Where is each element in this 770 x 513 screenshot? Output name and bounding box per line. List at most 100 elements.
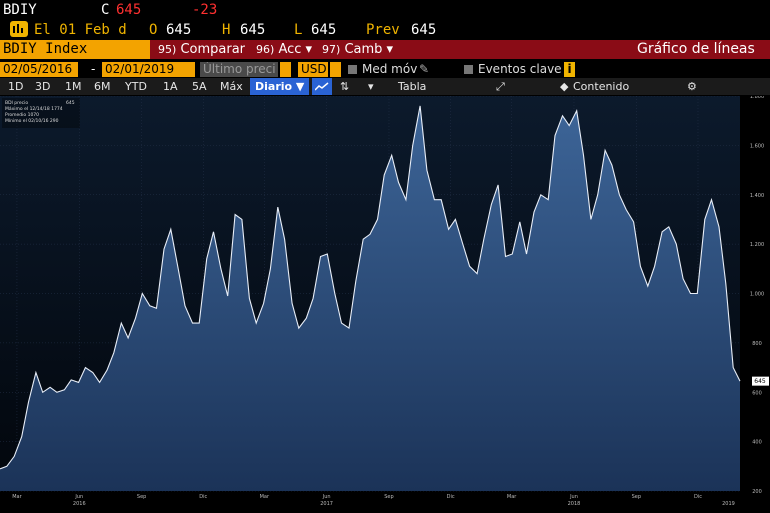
actions-label: Acc	[278, 42, 302, 57]
date-separator: -	[91, 62, 96, 76]
y-tick-label: 200	[752, 489, 762, 495]
legend-line-2: Máximo el 12/14/18 1774	[5, 105, 63, 112]
chart-type-title: Gráfico de líneas	[637, 41, 755, 57]
x-tick-label: Sep	[384, 494, 393, 500]
content-icon: ◆	[560, 80, 569, 93]
chevron-down-icon: ▾	[386, 42, 394, 57]
range-ytd[interactable]: YTD	[125, 80, 147, 93]
moving-average-label: Med móv	[362, 62, 418, 76]
key-events-checkbox[interactable]	[464, 65, 473, 74]
range-1m[interactable]: 1M	[65, 80, 82, 93]
last-price-tag: 645	[752, 376, 769, 386]
x-tick-label: Mar	[507, 494, 517, 500]
last-price-badge	[752, 376, 769, 386]
y-tick-label: 800	[752, 341, 762, 347]
currency-select[interactable]: USD	[298, 62, 328, 77]
legend-box	[2, 98, 80, 128]
legend-line-1: BDI precio	[5, 100, 28, 106]
chart-area: 1.800 1.600 1.400 1.200 1.000 800 600 400 200 Ma…	[0, 94, 770, 509]
x-year-label: 2017	[320, 501, 333, 507]
range-5a[interactable]: 5A	[192, 80, 207, 93]
y-axis: 1.800 1.600 1.400 1.200 1.000 800 600 400 200	[750, 94, 764, 495]
x-tick-label: Mar	[260, 494, 270, 500]
change-shortcut: 97)	[322, 43, 341, 56]
last-price-text: 645	[754, 378, 766, 385]
actions-shortcut: 96)	[256, 43, 275, 56]
y-tick-label: 1.600	[750, 143, 764, 149]
currency-dropdown-button[interactable]	[330, 62, 341, 77]
range-3d[interactable]: 3D	[35, 80, 51, 93]
low-label: L	[294, 22, 303, 38]
range-6m[interactable]: 6M	[94, 80, 111, 93]
ohlc-bar: El 01 Feb d O 645 H 645 L 645 Prev 645	[0, 21, 770, 40]
x-tick-label: Mar	[12, 494, 22, 500]
options-bar: 02/05/2016 - 02/01/2019 Último preci USD…	[0, 60, 770, 78]
price-line	[0, 105, 741, 470]
pencil-icon[interactable]: ✎	[419, 62, 430, 76]
compare-bars-icon[interactable]: ⇅	[340, 80, 350, 93]
start-date-input[interactable]: 02/05/2016	[0, 62, 78, 77]
line-chart-icon[interactable]	[312, 78, 332, 95]
x-axis: Mar Jun Sep Dic Mar Jun Sep Dic Mar Jun Sep Dic 2016…	[12, 494, 735, 507]
date-label: El 01 Feb d	[34, 22, 127, 38]
low-value: 645	[311, 22, 337, 38]
price-change: -23	[192, 2, 218, 18]
x-tick-label: Jun	[74, 494, 83, 500]
price-chart[interactable]: 1.800 1.600 1.400 1.200 1.000 800 600 400 200 Ma…	[0, 94, 770, 509]
x-year-label: 2019	[722, 501, 735, 507]
content-button[interactable]: Contenido	[573, 80, 630, 93]
x-tick-label: Dic	[199, 494, 207, 500]
x-tick-label: Sep	[632, 494, 641, 500]
legend-line-3: Promedio 1070	[5, 112, 39, 118]
end-date-input[interactable]: 02/01/2019	[102, 62, 195, 77]
range-toolbar: 1D 3D 1M 6M YTD 1A 5A Máx Diario ▼ ⇅ ▾ T…	[0, 78, 770, 95]
range-1d[interactable]: 1D	[8, 80, 24, 93]
y-tick-label: 1.000	[750, 292, 764, 298]
field-dropdown-button[interactable]	[280, 62, 291, 77]
x-tick-label: Jun	[569, 494, 578, 500]
x-tick-label: Jun	[322, 494, 331, 500]
y-tick-label: 1.800	[750, 96, 764, 100]
close-price: 645	[116, 2, 142, 18]
menu-bar: BDIY Index 95) Comparar 96) Acc ▾ 97) Ca…	[0, 40, 770, 59]
x-year-label: 2018	[568, 501, 581, 507]
y-tick-label: 600	[752, 390, 762, 396]
ticker-symbol: BDIY	[3, 2, 37, 18]
prev-label: Prev	[366, 22, 400, 38]
legend-value: 645	[66, 100, 75, 106]
field-select[interactable]: Último preci	[200, 62, 278, 77]
compare-menu[interactable]: 95) Comparar	[158, 40, 245, 59]
moving-average-checkbox[interactable]	[348, 65, 357, 74]
period-select[interactable]: Diario ▼	[250, 78, 310, 95]
chart-icon[interactable]	[10, 21, 28, 41]
x-tick-label: Dic	[694, 494, 702, 500]
actions-menu[interactable]: 96) Acc ▾	[256, 40, 312, 59]
compare-label: Comparar	[180, 42, 246, 57]
info-icon[interactable]: i	[564, 62, 575, 77]
legend-line-4: Mínimo el 02/10/16 290	[5, 117, 59, 124]
price-area	[0, 105, 740, 492]
change-menu[interactable]: 97) Camb ▾	[322, 40, 393, 59]
x-tick-label: Dic	[447, 494, 455, 500]
high-label: H	[222, 22, 231, 38]
security-field[interactable]: BDIY Index	[0, 40, 150, 59]
open-value: 645	[166, 22, 192, 38]
range-max[interactable]: Máx	[220, 80, 243, 93]
key-events-label: Eventos clave	[478, 62, 562, 76]
quote-bar: BDIY C 645 -23	[0, 0, 770, 21]
y-tick-label: 1.200	[750, 242, 764, 248]
chevron-down-icon: ▾	[305, 42, 313, 57]
range-1a[interactable]: 1A	[163, 80, 178, 93]
expand-icon[interactable]: ⤢	[496, 80, 505, 93]
y-tick-label: 400	[752, 440, 762, 446]
compare-shortcut: 95)	[158, 43, 177, 56]
y-tick-label: 1.400	[750, 193, 764, 199]
legend: BDI precio Máximo el 12/14/18 1774 Prome…	[2, 98, 80, 128]
high-value: 645	[240, 22, 266, 38]
gear-icon[interactable]: ⚙	[687, 80, 697, 93]
close-label: C	[101, 2, 110, 18]
x-tick-label: Sep	[137, 494, 146, 500]
open-label: O	[149, 22, 158, 38]
table-button[interactable]: Tabla	[398, 80, 427, 93]
chevron-down-icon[interactable]: ▾	[368, 80, 374, 93]
